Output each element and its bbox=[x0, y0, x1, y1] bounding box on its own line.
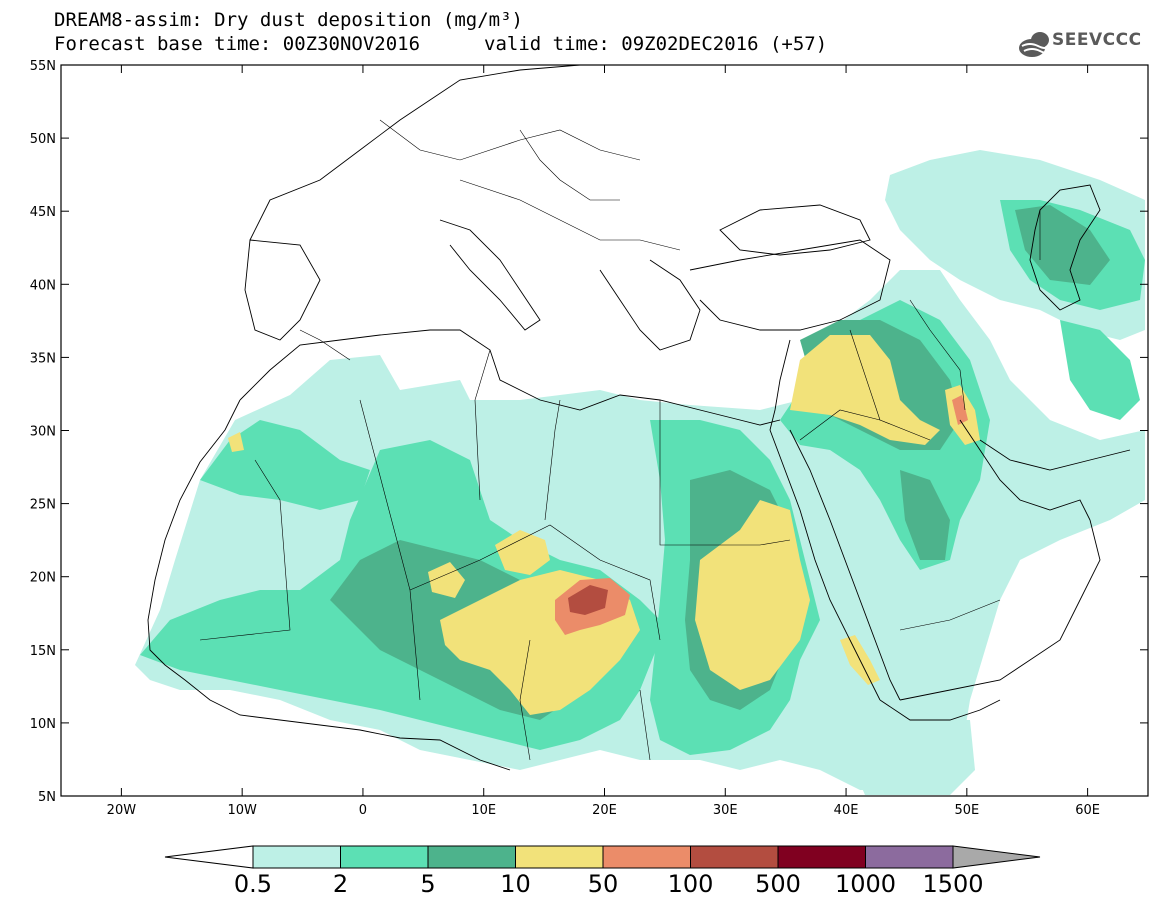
coast-greece bbox=[599, 259, 701, 351]
field-yellow-iraq bbox=[790, 335, 940, 445]
valid-time: valid time: 09Z02DEC2016 (+57) bbox=[484, 33, 828, 55]
cloud-logo-icon bbox=[1019, 32, 1049, 57]
lon-tick-label: 60E bbox=[1075, 803, 1100, 818]
field-yellow-niger bbox=[428, 562, 465, 598]
lat-tick-label: 45N bbox=[30, 205, 56, 220]
coast-turkey bbox=[689, 239, 891, 331]
lat-tick-label: 40N bbox=[30, 278, 56, 293]
coast-north-africa bbox=[239, 329, 781, 426]
lon-tick-label: 50E bbox=[954, 803, 979, 818]
colorbar-label: 1500 bbox=[922, 870, 983, 898]
colorbar-label: 1000 bbox=[835, 870, 896, 898]
coast-west-africa bbox=[147, 399, 511, 771]
lat-tick-label: 55N bbox=[30, 59, 56, 74]
coast-levant bbox=[769, 339, 791, 431]
coast-red-sea-west bbox=[769, 429, 881, 701]
colorbar-segment bbox=[252, 845, 341, 869]
coast-iran bbox=[979, 439, 1131, 471]
lon-tick-label: 20E bbox=[592, 803, 617, 818]
lat-tick-label: 35N bbox=[30, 351, 56, 366]
dust-field bbox=[135, 150, 1145, 795]
lat-tick-label: 30N bbox=[30, 425, 56, 440]
field-red-chad bbox=[568, 585, 608, 615]
colorbar-label: 5 bbox=[420, 870, 435, 898]
field-dark-arabia bbox=[900, 470, 950, 560]
colorbar-segment bbox=[777, 845, 866, 869]
colorbar: 0.5 2 5 10 50 100 500 1000 1500 bbox=[164, 845, 1041, 898]
field-yellow-morocco bbox=[228, 432, 244, 452]
colorbar-label: 10 bbox=[500, 870, 531, 898]
colorbar-label: 2 bbox=[333, 870, 348, 898]
field-mid-iran bbox=[1060, 320, 1140, 420]
country-borders bbox=[199, 119, 1041, 761]
lon-tick-label: 40E bbox=[834, 803, 859, 818]
field-orange-gulf bbox=[952, 395, 968, 425]
lat-tick-label: 25N bbox=[30, 498, 56, 513]
colorbar-segment bbox=[515, 845, 604, 869]
lat-tick-label: 10N bbox=[30, 717, 56, 732]
map-title: DREAM8-assim: Dry dust deposition (mg/m³… bbox=[54, 9, 523, 31]
axis-ticks: 55N 50N 45N 40N 35N 30N 25N 20N 15N 10N 5N 20W 10W 0 1… bbox=[30, 59, 1148, 818]
field-yellow-sudan bbox=[695, 500, 810, 690]
lon-tick-label: 10W bbox=[227, 803, 257, 818]
colorbar-lower-arrow bbox=[164, 845, 254, 869]
colorbar-label: 0.5 bbox=[234, 870, 272, 898]
colorbar-segment bbox=[427, 845, 516, 869]
logo-text: SEEVCCC bbox=[1052, 30, 1142, 50]
coast-red-sea-east bbox=[789, 429, 901, 701]
lon-tick-label: 20W bbox=[107, 803, 137, 818]
lon-tick-label: 10E bbox=[471, 803, 496, 818]
field-mid-west-north bbox=[200, 420, 370, 510]
coast-horn bbox=[879, 699, 1001, 721]
field-dark-caspian bbox=[1015, 205, 1110, 285]
coast-europe bbox=[249, 64, 640, 241]
colorbar-segment bbox=[340, 845, 429, 869]
colorbar-label: 50 bbox=[588, 870, 619, 898]
forecast-base-time: Forecast base time: 00Z30NOV2016 bbox=[54, 33, 421, 55]
lat-tick-label: 50N bbox=[30, 132, 56, 147]
coast-italy bbox=[439, 219, 541, 331]
coastlines bbox=[147, 64, 1131, 771]
lat-tick-label: 15N bbox=[30, 644, 56, 659]
coast-iberia bbox=[244, 239, 321, 341]
field-yellow-tibesti bbox=[495, 530, 550, 575]
colorbar-label: 500 bbox=[755, 870, 801, 898]
coast-caspian bbox=[1029, 184, 1101, 311]
lat-tick-label: 5N bbox=[38, 790, 56, 805]
colorbar-segment bbox=[602, 845, 691, 869]
colorbar-segment bbox=[865, 845, 954, 869]
colorbar-upper-arrow bbox=[952, 845, 1041, 869]
colorbar-segment bbox=[690, 845, 779, 869]
lon-tick-label: 30E bbox=[713, 803, 738, 818]
lon-tick-label: 0 bbox=[359, 803, 367, 818]
coast-gulf bbox=[959, 419, 1091, 521]
coast-arabia-south bbox=[899, 519, 1101, 701]
colorbar-label: 100 bbox=[668, 870, 714, 898]
field-light-sahara bbox=[135, 270, 1145, 790]
lat-tick-label: 20N bbox=[30, 571, 56, 586]
coast-black-sea bbox=[719, 204, 871, 256]
